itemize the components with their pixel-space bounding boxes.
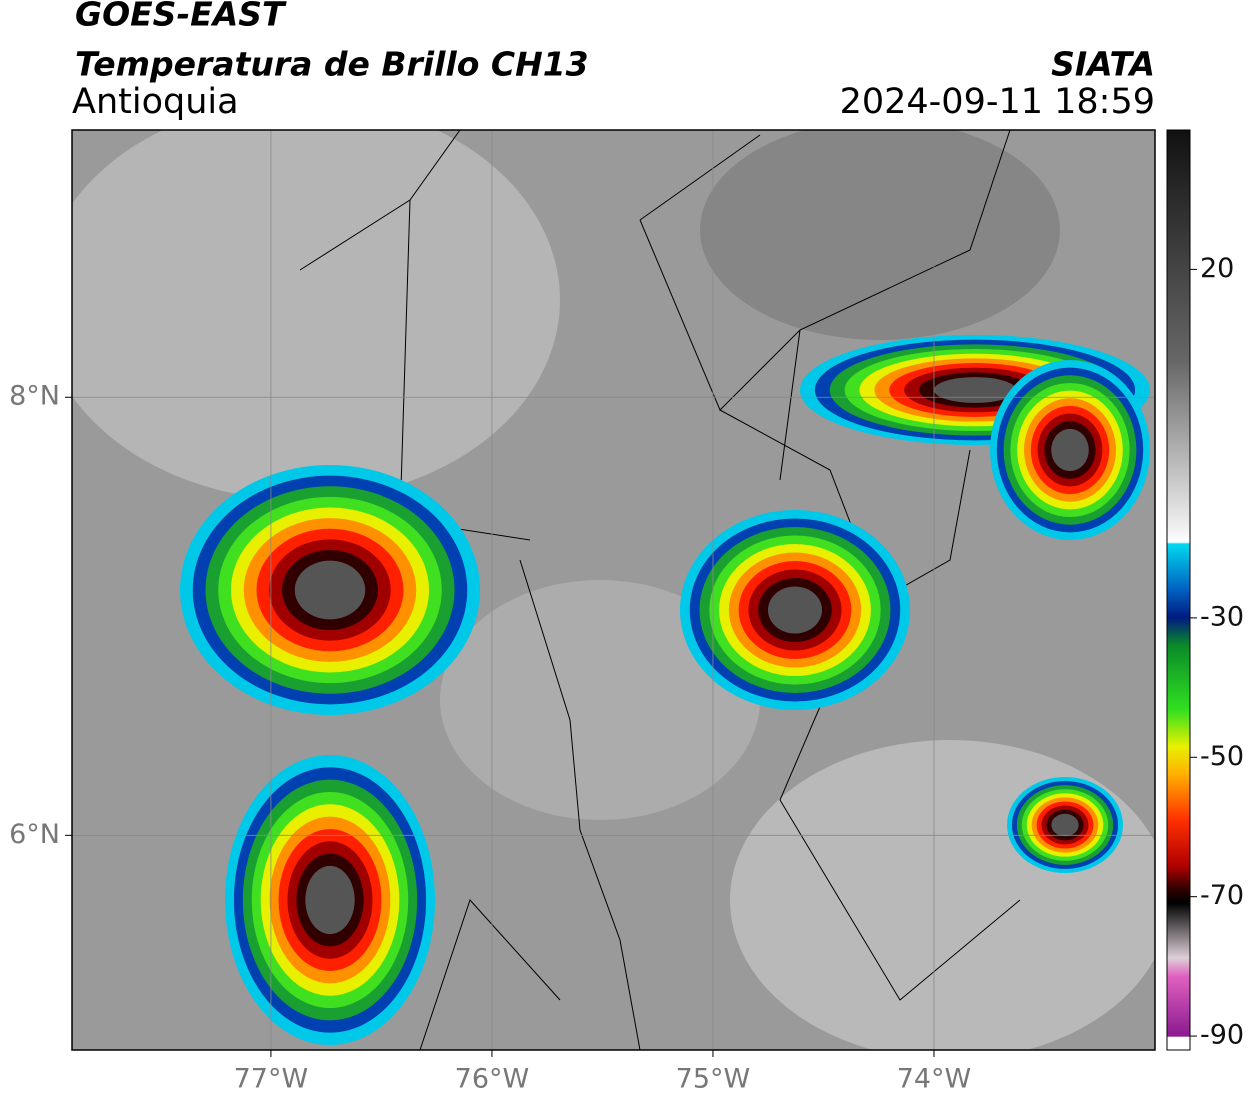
cloud <box>72 130 560 500</box>
colorbar <box>1166 129 1191 1051</box>
colorbar-tick-label: -70 <box>1200 880 1244 911</box>
region: Antioquia <box>72 82 239 122</box>
storm-cell <box>1051 813 1079 837</box>
storm-cell <box>305 865 355 935</box>
cloud <box>440 580 760 820</box>
x-tick-label: 74°W <box>897 1064 972 1095</box>
subtitle: Temperatura de Brillo CH13 <box>75 45 589 84</box>
colorbar-tick-label: -90 <box>1200 1020 1244 1051</box>
satellite-image <box>72 130 1155 1050</box>
colorbar-tick-label: -50 <box>1200 741 1244 772</box>
x-tick-label: 76°W <box>455 1064 530 1095</box>
colorbar-tick-label: 20 <box>1200 253 1234 284</box>
storm-cell <box>1051 428 1089 472</box>
x-tick-label: 75°W <box>676 1064 751 1095</box>
storm-cell <box>294 560 366 620</box>
storm-cell <box>933 377 1017 403</box>
cloud <box>700 130 1060 340</box>
storm-cell <box>767 586 823 634</box>
colorbar-tick-label: -30 <box>1200 601 1244 632</box>
x-tick-label: 77°W <box>234 1064 309 1095</box>
cloud <box>730 740 1155 1050</box>
map-frame <box>71 129 1156 1051</box>
datetime: 2024-09-11 18:59 <box>840 82 1155 122</box>
source: SIATA <box>1051 45 1155 84</box>
title: GOES-EAST <box>75 0 287 34</box>
y-tick-label: 8°N <box>9 381 60 412</box>
y-tick-label: 6°N <box>9 819 60 850</box>
